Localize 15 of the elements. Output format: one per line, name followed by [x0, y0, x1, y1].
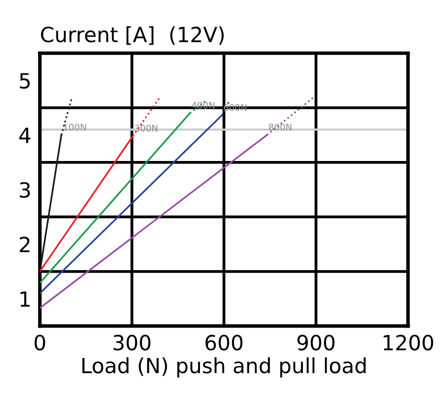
chart-title: Current [A] (12V) [41, 26, 224, 45]
y-tick-label: 5 [20, 73, 30, 89]
x-tick-label: 0 [34, 334, 46, 350]
series-label: 800N [268, 124, 292, 131]
y-tick-label: 2 [20, 236, 30, 252]
x-tick-label: 1200 [384, 334, 434, 350]
y-tick-label: 4 [19, 128, 30, 143]
x-axis-title: Load (N) push and pull load [82, 357, 366, 378]
x-tick-label: 600 [206, 334, 242, 350]
series-label: 300N [134, 124, 158, 132]
x-tick-label: 300 [114, 334, 150, 350]
x-tick-label: 900 [297, 334, 334, 350]
y-tick-label: 1 [20, 291, 30, 307]
y-tick-label: 3 [20, 182, 30, 198]
series-label: 100N [64, 124, 86, 131]
